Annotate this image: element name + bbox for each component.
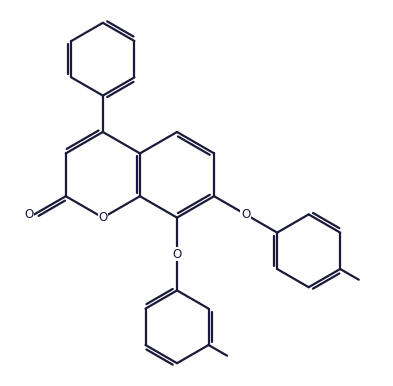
- Text: O: O: [98, 211, 108, 224]
- Text: O: O: [24, 208, 34, 221]
- Text: O: O: [241, 208, 250, 221]
- Text: O: O: [173, 247, 182, 261]
